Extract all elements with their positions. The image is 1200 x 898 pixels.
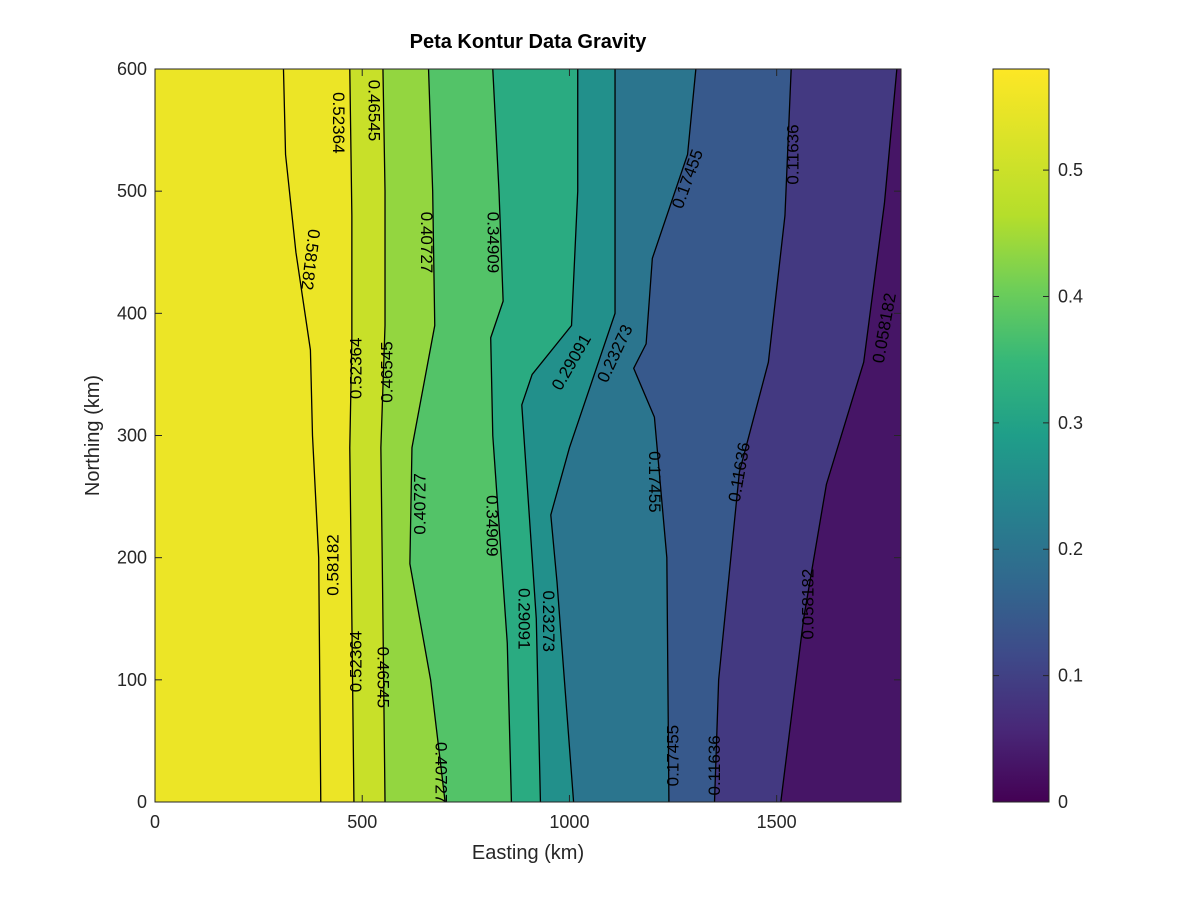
x-tick-label: 1500 xyxy=(757,812,797,832)
contour-line xyxy=(550,69,616,802)
contour-label: 0.34909 xyxy=(483,212,502,273)
y-tick-label: 500 xyxy=(117,181,147,201)
contour-line xyxy=(409,69,446,802)
colorbar-tick-label: 0.3 xyxy=(1058,413,1083,433)
contour-label: 0.17455 xyxy=(664,725,683,786)
contour-label: 0.52364 xyxy=(347,338,366,399)
colorbar-frame xyxy=(992,68,1050,803)
contour-line xyxy=(282,69,322,802)
contour-label: 0.40727 xyxy=(417,212,436,273)
contour-label: 0.46545 xyxy=(364,80,383,141)
y-axis-label: Northing (km) xyxy=(82,375,104,496)
contour-fill-region xyxy=(633,69,792,802)
contour-fill-region xyxy=(380,69,446,802)
colorbar-tick-label: 0.1 xyxy=(1058,666,1083,686)
x-axis-label: Easting (km) xyxy=(472,842,584,864)
y-tick-label: 300 xyxy=(117,426,147,446)
colorbar-tick-label: 0.2 xyxy=(1058,539,1083,559)
contour-fill-region xyxy=(409,69,512,802)
contour-label: 0.58182 xyxy=(324,534,343,595)
contour-line xyxy=(490,69,513,802)
contour-fill-region xyxy=(550,69,696,802)
contour-label: 0.34909 xyxy=(482,495,501,556)
contour-label: 0.52364 xyxy=(329,92,348,153)
contour-fill-region xyxy=(155,69,321,802)
contour-fill-region xyxy=(521,69,616,802)
contour-lines xyxy=(282,69,898,802)
contour-label: 0.23273 xyxy=(539,590,558,651)
contour-label: 0.46545 xyxy=(373,647,392,708)
contour-label: 0.17455 xyxy=(645,451,664,512)
y-tick-label: 200 xyxy=(117,548,147,568)
colorbar-tick-label: 0.5 xyxy=(1058,160,1083,180)
y-tick-label: 400 xyxy=(117,303,147,323)
x-tick-label: 500 xyxy=(347,812,377,832)
contour-line xyxy=(780,69,898,802)
contour-fills xyxy=(155,69,901,802)
contour-label: 0.11636 xyxy=(784,124,803,184)
contour-line xyxy=(713,69,792,802)
contour-line xyxy=(349,69,355,802)
contour-line xyxy=(521,69,579,802)
contour-label: 0.52364 xyxy=(347,631,366,692)
colorbar-tick-label: 0.4 xyxy=(1058,286,1083,306)
colorbar-ticks: 0 0.1 0.2 0.3 0.4 0.5 xyxy=(993,160,1083,812)
y-tick-label: 100 xyxy=(117,670,147,690)
colorbar-gradient xyxy=(993,69,1049,802)
contour-fill-region xyxy=(283,69,354,802)
contour-label: 0.40727 xyxy=(411,473,430,534)
y-axis-ticks: 0 100 200 300 400 500 600 xyxy=(117,59,901,812)
y-tick-label: 600 xyxy=(117,59,147,79)
contour-fill-region xyxy=(714,69,897,802)
contour-label: 0.46545 xyxy=(378,341,397,402)
contour-fill-region xyxy=(780,69,901,802)
contour-label: 0.40727 xyxy=(432,742,451,803)
colorbar: 0 0.1 0.2 0.3 0.4 0.5 xyxy=(992,68,1083,812)
contour-fill-region xyxy=(490,69,578,802)
contour-label: 0.11636 xyxy=(705,735,724,795)
y-tick-label: 0 xyxy=(137,792,147,812)
contour-line xyxy=(632,69,697,802)
contour-label: 0.29091 xyxy=(514,588,533,649)
contour-label: 0.058182 xyxy=(798,569,817,640)
x-tick-label: 1000 xyxy=(549,812,589,832)
x-tick-label: 0 xyxy=(150,812,160,832)
contour-line xyxy=(380,69,386,802)
plot-area: 0.58182 0.52364 0.46545 0.40727 0.34909 0.174… xyxy=(117,59,902,832)
contour-fill-region xyxy=(349,69,386,802)
x-axis-ticks: 0 500 1000 1500 xyxy=(150,69,797,832)
chart-title: Peta Kontur Data Gravity xyxy=(410,31,648,53)
colorbar-tick-label: 0 xyxy=(1058,792,1068,812)
